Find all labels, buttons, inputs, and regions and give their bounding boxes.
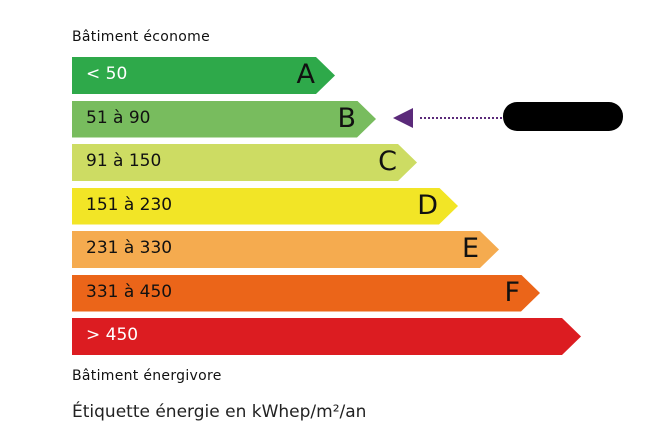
class-range: 151 à 230 (86, 194, 173, 215)
energy-class-bar-a: < 50 A (72, 57, 335, 94)
energy-class-bar-d: 151 à 230 D (72, 188, 458, 225)
energy-class-bar-c: 91 à 150 C (72, 144, 417, 181)
class-range: 231 à 330 (86, 238, 173, 258)
class-letter: D (417, 189, 438, 221)
top-label: Bâtiment économe (72, 29, 210, 45)
redacted-value (503, 102, 623, 131)
class-letter: C (378, 146, 397, 177)
energy-class-bar-g: > 450 (72, 318, 581, 355)
class-range: 331 à 450 (86, 281, 173, 302)
bottom-label: Bâtiment énergivore (72, 368, 222, 384)
indicator-arrow-icon (393, 108, 413, 128)
class-letter: F (504, 276, 520, 308)
energy-class-bar-f: 331 à 450 F (72, 275, 540, 312)
class-letter: B (337, 102, 356, 134)
class-range: 51 à 90 (86, 107, 151, 128)
unit-caption: Étiquette énergie en kWhep/m²/an (72, 402, 367, 422)
class-range: 91 à 150 (86, 151, 162, 171)
energy-class-bar-b: 51 à 90 B (72, 101, 376, 138)
class-letter: A (296, 59, 315, 90)
class-letter: E (461, 233, 479, 264)
class-range: < 50 (86, 64, 128, 84)
energy-class-bar-e: 231 à 330 E (72, 231, 499, 268)
class-range: > 450 (86, 325, 139, 345)
indicator-dotted-line (420, 117, 502, 119)
